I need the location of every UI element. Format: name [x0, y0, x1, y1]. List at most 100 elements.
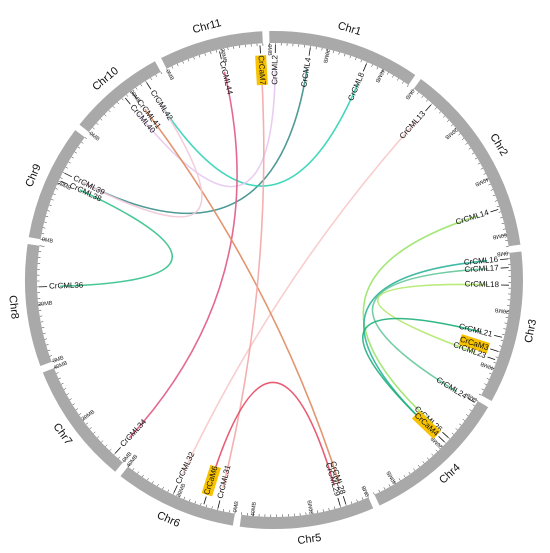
tick-Chr5-6: [350, 501, 353, 504]
tick-Chr7-12: [97, 436, 100, 439]
tick-Chr4-44: [383, 487, 386, 490]
tick-Chr5-20: [310, 508, 313, 514]
chromosome-label-Chr2: Chr2: [487, 132, 510, 159]
tick-Chr8-40: [39, 245, 45, 247]
tick-Chr4-30: [417, 464, 420, 468]
tick-label-Chr9-20: 20MB: [56, 181, 72, 192]
tick-Chr2-12: [438, 111, 441, 114]
tick-Chr6-38: [132, 468, 135, 471]
tick-Chr6-40: [127, 462, 132, 467]
tick-Chr1-22: [332, 50, 334, 54]
tick-label-Chr6-20: 20MB: [176, 483, 187, 499]
chromosome-arc-Chr4: [374, 400, 489, 506]
tick-Chr11-4: [176, 63, 179, 67]
tick-Chr3-26: [503, 328, 506, 330]
link-CrCML16-CrCaM4: [362, 259, 488, 428]
chromosome-arc-Chr1: [269, 30, 416, 85]
tick-Chr3-28: [502, 334, 505, 336]
tick-Chr9-8: [45, 215, 49, 218]
tick-Chr4-0: [473, 398, 478, 402]
tick-label-Chr11-20: 20MB: [219, 48, 228, 64]
tick-Chr10-10: [108, 110, 111, 113]
tick-Chr10-24: [140, 83, 143, 87]
tick-Chr1-46: [397, 78, 399, 81]
tick-Chr10-8: [104, 114, 107, 117]
tick-Chr3-46: [484, 383, 487, 385]
tick-label-Chr6-0: 0MB: [233, 501, 241, 513]
gene-highlight-CrCaM4: [411, 410, 441, 439]
chromosome-label-Chr9: Chr9: [23, 162, 44, 189]
tick-Chr3-32: [499, 345, 502, 347]
tick-label-Chr1-0: 0MB: [266, 44, 272, 56]
tick-Chr4-14: [451, 432, 454, 435]
gene-label-CrCML36: CrCML36: [49, 281, 84, 291]
tick-Chr9-34: [77, 146, 81, 149]
tick-label-Chr7-40: 40MB: [53, 360, 69, 371]
gene-tick-CrCML8: [362, 63, 367, 72]
tick-Chr2-42: [488, 183, 491, 186]
tick-Chr3-38: [493, 361, 497, 364]
tick-Chr3-0: [504, 252, 510, 254]
tick-Chr8-6: [46, 344, 49, 346]
tick-Chr4-32: [413, 468, 416, 471]
tick-label-Chr3-40: 40MB: [479, 360, 495, 371]
tick-Chr4-48: [373, 492, 375, 495]
tick-Chr2-50: [496, 205, 500, 208]
chromosome-label-Chr8: Chr8: [6, 295, 20, 320]
tick-Chr6-14: [194, 500, 196, 504]
tick-Chr6-4: [222, 509, 225, 512]
chromosome-arc-Chr7: [42, 368, 123, 472]
tick-Chr3-20: [503, 310, 509, 312]
link-CrCaM7-CrCML31: [222, 66, 265, 489]
tick-Chr7-20: [82, 416, 87, 420]
chromosome-arc-Chr10: [79, 61, 161, 133]
tick-Chr1-38: [376, 66, 379, 70]
chromosome-label-Chr4: Chr4: [437, 462, 463, 487]
gene-tick-CrCaM6: [203, 496, 207, 505]
tick-Chr1-30: [355, 57, 357, 61]
tick-Chr4-22: [435, 449, 438, 452]
tick-label-Chr3-0: 0MB: [496, 250, 508, 257]
tick-Chr3-36: [495, 356, 499, 358]
tick-Chr1-48: [401, 81, 404, 84]
tick-Chr11-0: [166, 68, 170, 74]
tick-Chr1-50: [406, 84, 409, 88]
tick-Chr2-60: [501, 234, 507, 236]
tick-label-Chr5-20: 20MB: [307, 499, 315, 514]
synteny-links: [60, 65, 488, 489]
gene-tick-CrCaM4: [438, 436, 445, 443]
tick-Chr7-14: [93, 431, 96, 434]
tick-Chr10-28: [150, 77, 153, 80]
tick-Chr5-0: [366, 492, 369, 498]
tick-Chr2-10: [434, 107, 437, 110]
tick-Chr10-18: [126, 94, 129, 97]
tick-Chr10-2: [92, 127, 95, 130]
tick-Chr2-58: [502, 228, 506, 230]
tick-label-Chr1-20: 20MB: [321, 48, 330, 64]
tick-Chr11-18: [215, 50, 218, 53]
tick-Chr6-30: [152, 481, 154, 484]
tick-Chr11-12: [198, 55, 201, 58]
tick-Chr7-10: [101, 440, 104, 443]
tick-Chr7-24: [75, 408, 78, 411]
tick-Chr7-28: [69, 398, 72, 401]
tick-Chr5-4: [356, 499, 358, 502]
chromosome-label-Chr3: Chr3: [523, 318, 539, 344]
tick-label-Chr2-0: 0MB: [403, 88, 415, 101]
tick-Chr11-20: [221, 48, 224, 54]
tick-Chr11-8: [187, 59, 190, 62]
gene-label-CrCML16: CrCML16: [464, 255, 499, 267]
chromosome-label-Chr11: Chr11: [191, 17, 222, 36]
tick-Chr1-36: [371, 64, 373, 67]
tick-Chr6-18: [183, 496, 186, 500]
tick-Chr5-2: [361, 497, 364, 500]
tick-Chr2-20: [452, 128, 457, 133]
gene-tick-CrCML13: [425, 104, 432, 112]
tick-Chr7-32: [63, 388, 67, 390]
tick-Chr1-26: [344, 53, 346, 57]
tick-label-Chr4-0: 0MB: [465, 391, 478, 402]
gene-label-CrCML32: CrCML32: [174, 450, 197, 485]
tick-Chr4-6: [466, 414, 469, 417]
tick-Chr1-18: [321, 47, 323, 51]
